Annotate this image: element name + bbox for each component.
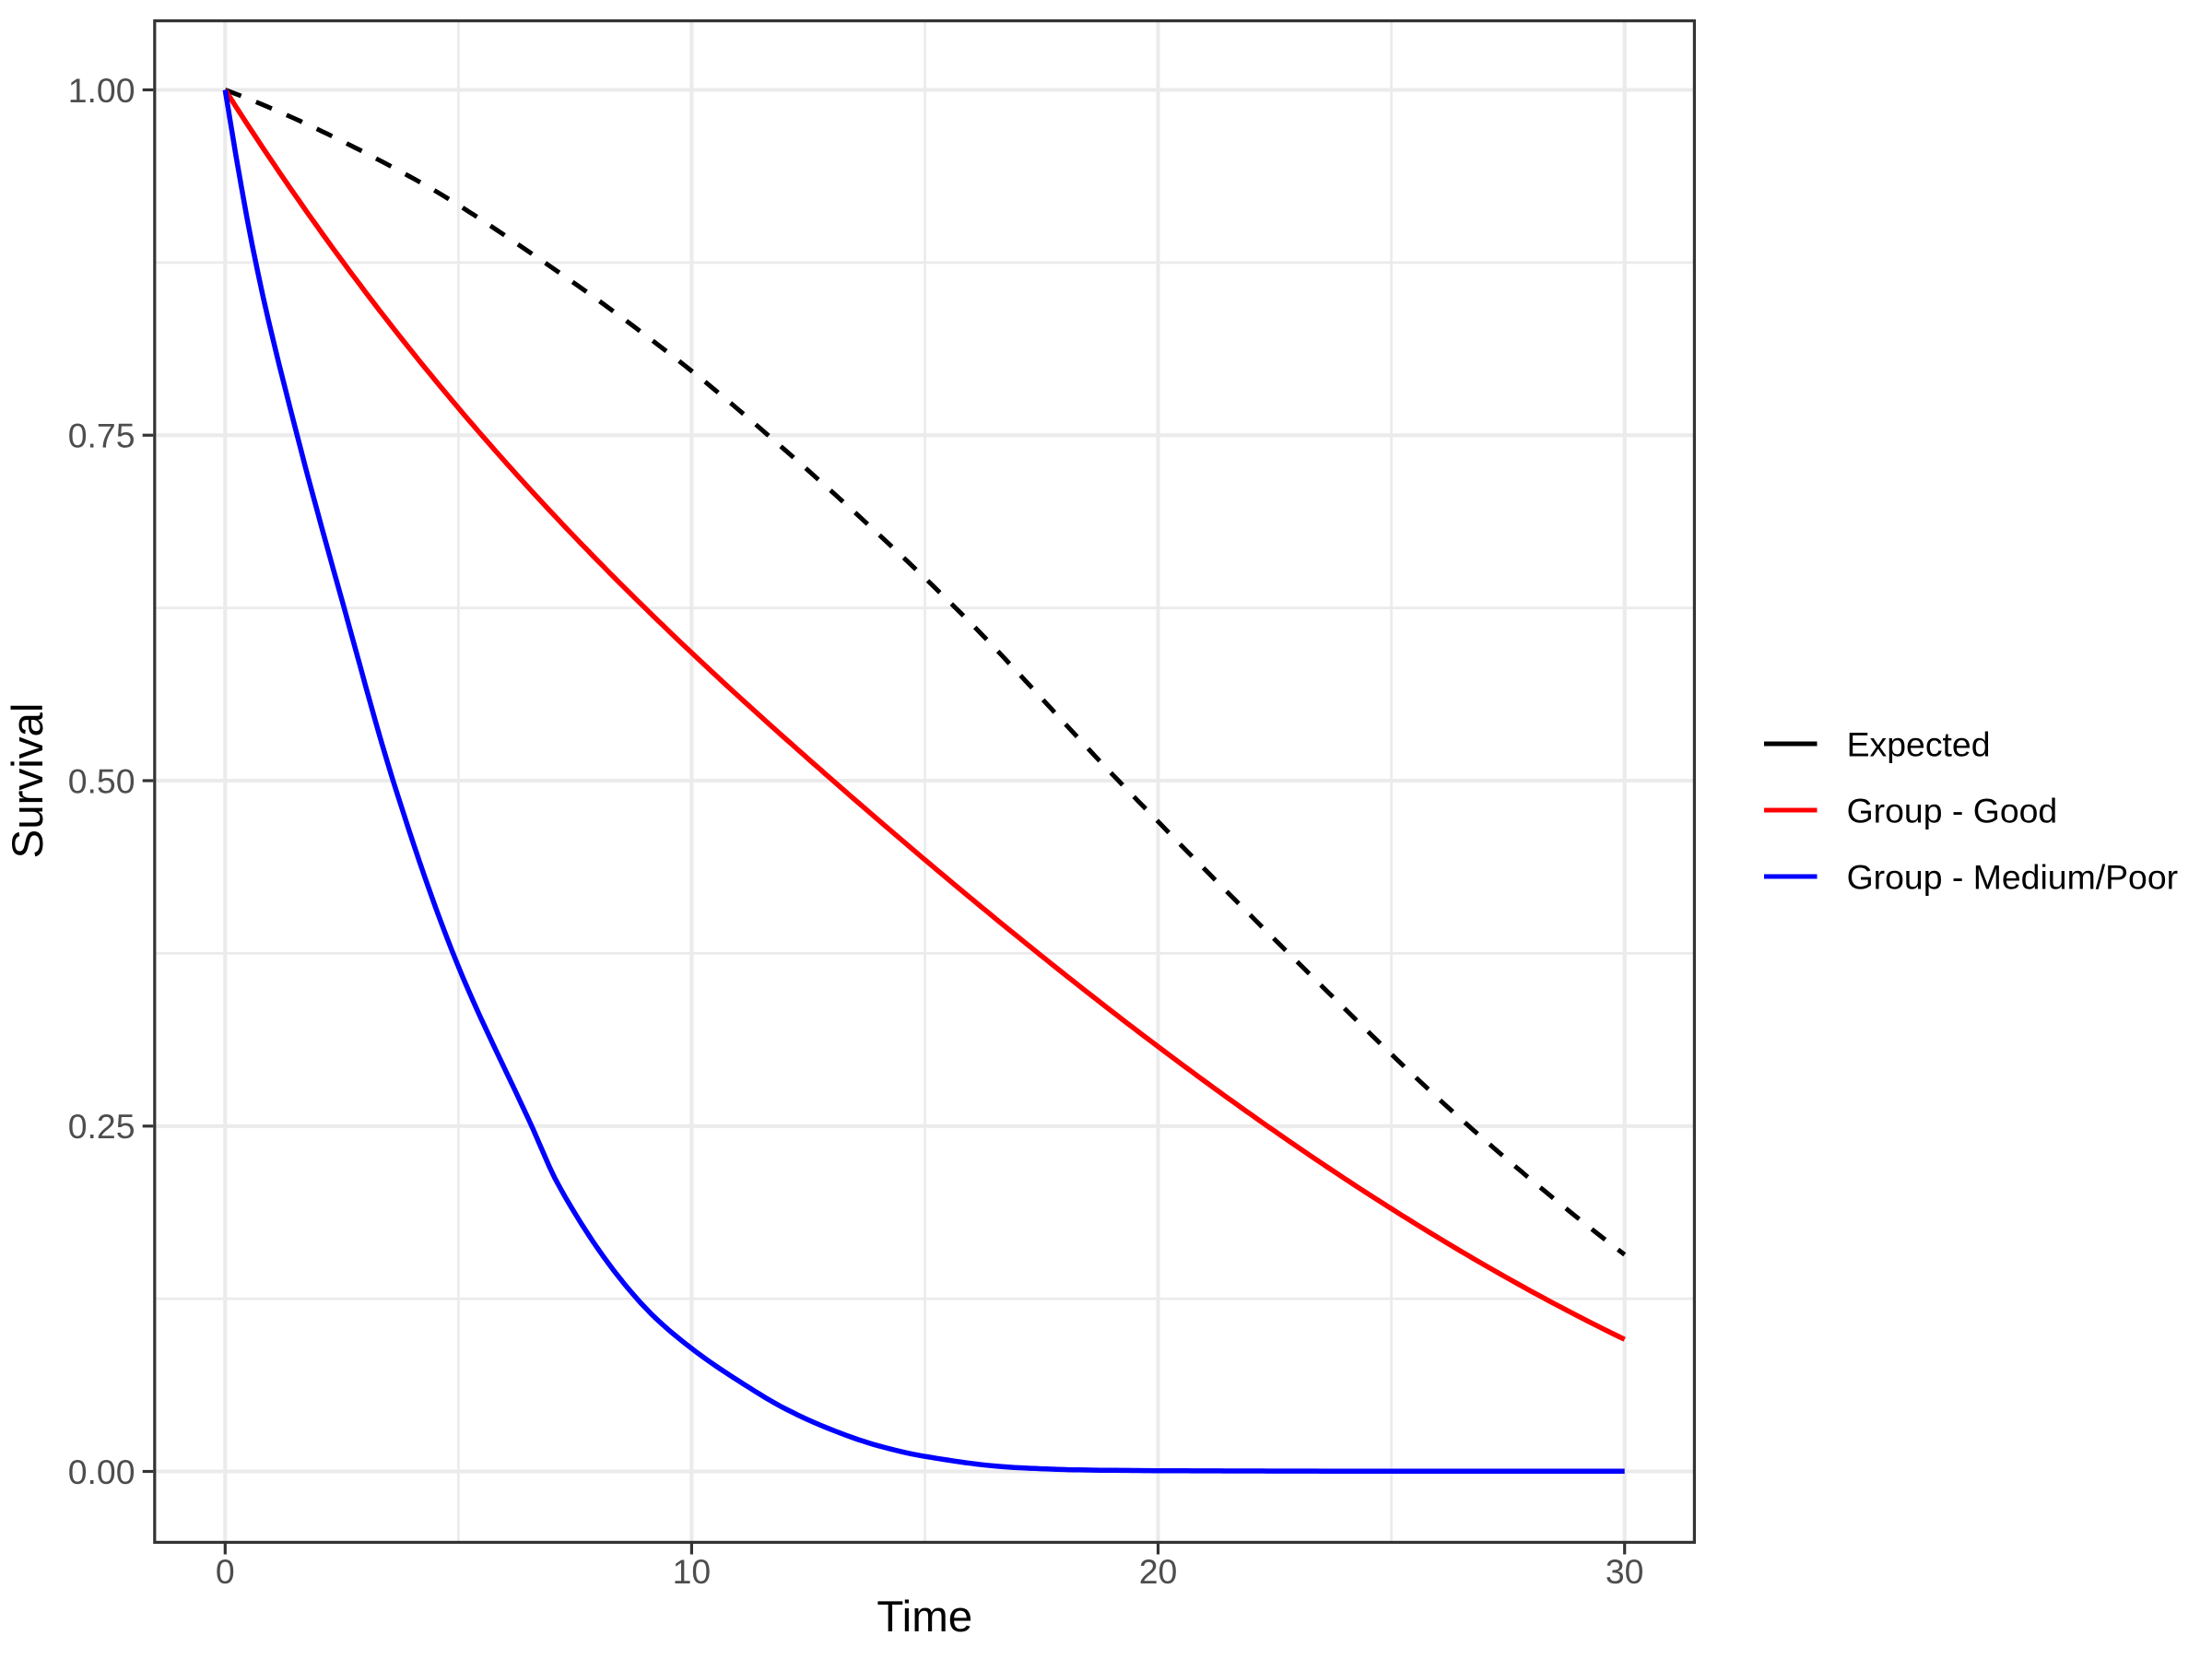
svg-text:0.50: 0.50: [68, 761, 135, 800]
svg-text:Group - Medium/Poor: Group - Medium/Poor: [1847, 857, 2179, 896]
svg-text:0: 0: [216, 1552, 235, 1591]
svg-text:0.00: 0.00: [68, 1453, 135, 1491]
svg-text:Survival: Survival: [4, 703, 53, 859]
svg-text:20: 20: [1139, 1552, 1178, 1591]
svg-text:30: 30: [1606, 1552, 1644, 1591]
svg-text:0.25: 0.25: [68, 1107, 135, 1146]
svg-text:Expected: Expected: [1847, 724, 1991, 763]
svg-text:Group - Good: Group - Good: [1847, 791, 2058, 830]
svg-text:1.00: 1.00: [68, 71, 135, 110]
svg-text:10: 10: [673, 1552, 712, 1591]
svg-text:0.75: 0.75: [68, 417, 135, 455]
svg-text:Time: Time: [877, 1593, 972, 1641]
